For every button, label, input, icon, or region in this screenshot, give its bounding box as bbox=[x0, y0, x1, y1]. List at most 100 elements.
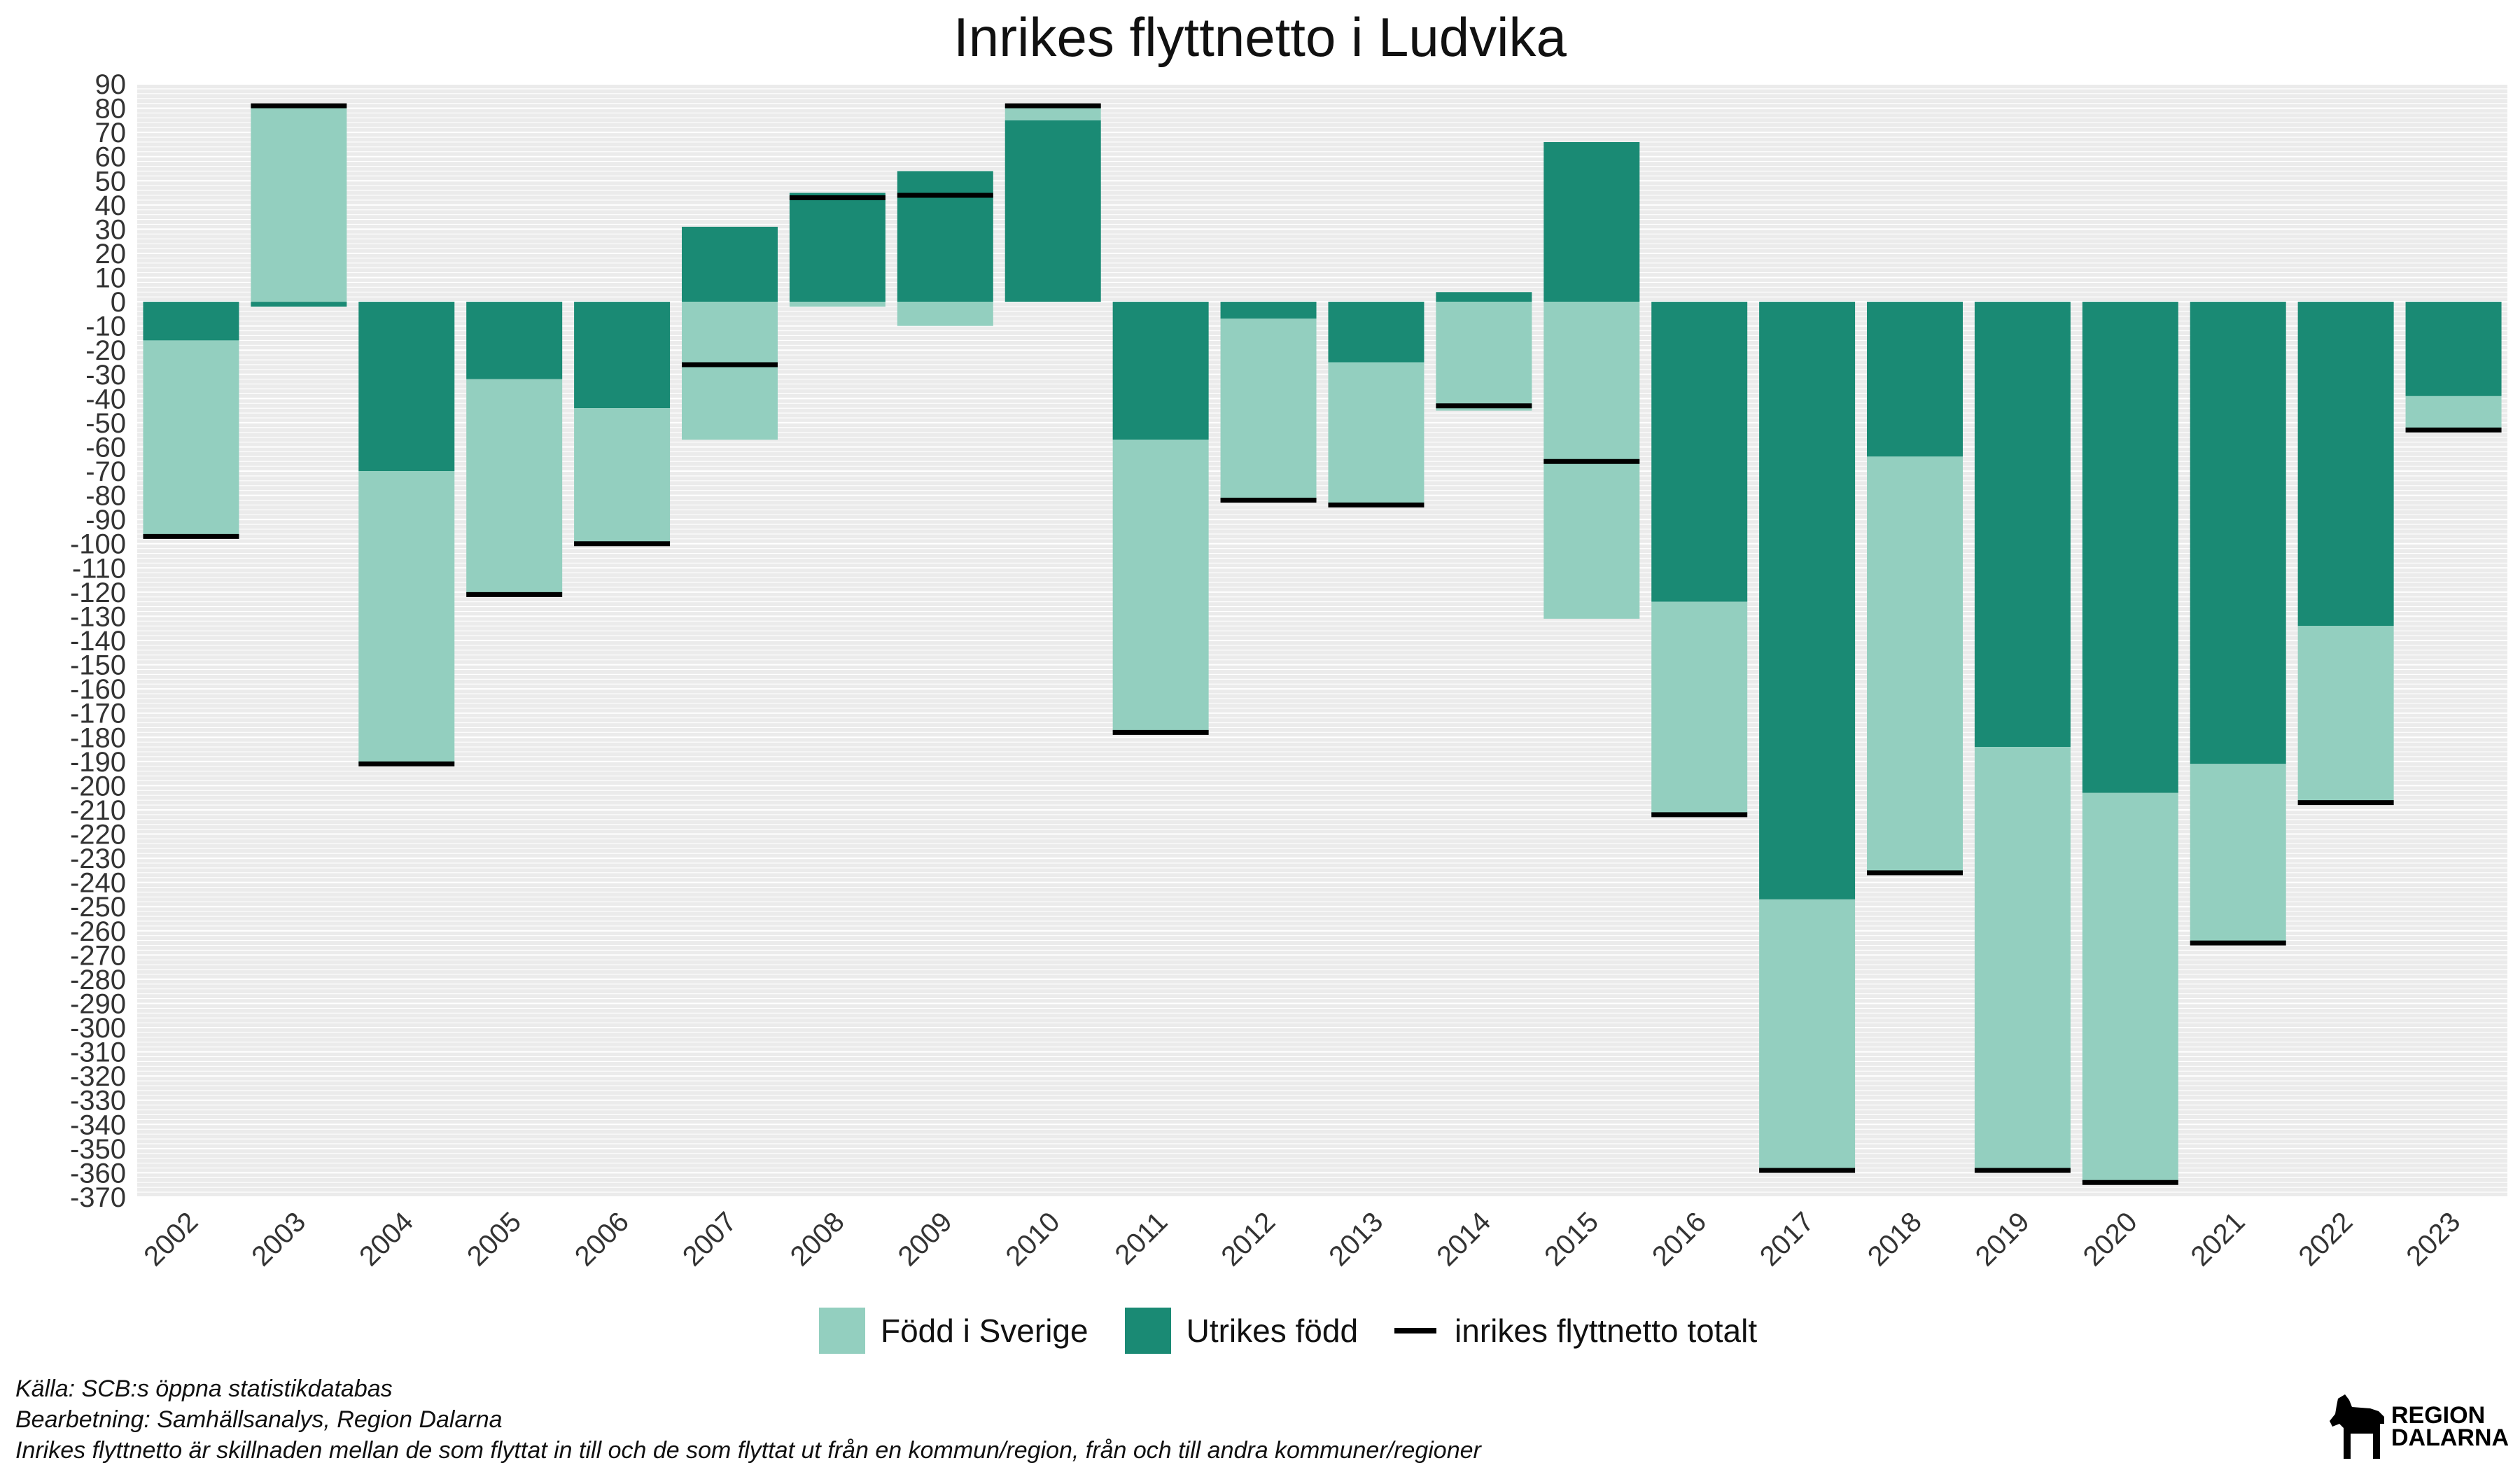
bar-fodd-i-sverige-2017 bbox=[1759, 899, 1856, 1170]
y-tick-label: 50 bbox=[95, 166, 127, 197]
bar-fodd-i-sverige-2008 bbox=[789, 302, 886, 307]
y-tick-label: -70 bbox=[85, 456, 126, 487]
bar-utrikes-fodd-2018 bbox=[1867, 302, 1963, 457]
legend-swatch-fodd-i-sverige bbox=[819, 1308, 865, 1354]
y-tick-label: -50 bbox=[85, 408, 126, 439]
bar-utrikes-fodd-2012 bbox=[1220, 302, 1317, 319]
y-tick-label: 10 bbox=[95, 263, 127, 294]
x-tick-label: 2023 bbox=[2400, 1206, 2466, 1272]
y-tick-label: -260 bbox=[70, 916, 126, 947]
bar-utrikes-fodd-2011 bbox=[1112, 302, 1209, 440]
x-tick-label: 2017 bbox=[1754, 1206, 1820, 1272]
y-tick-label: -220 bbox=[70, 820, 126, 850]
bar-utrikes-fodd-2014 bbox=[1436, 292, 1532, 302]
bar-utrikes-fodd-2017 bbox=[1759, 302, 1856, 899]
legend-label: Utrikes född bbox=[1186, 1312, 1359, 1349]
bar-fodd-i-sverige-2023 bbox=[2405, 396, 2502, 430]
y-tick-label: -360 bbox=[70, 1158, 126, 1189]
y-tick-label: 30 bbox=[95, 214, 127, 245]
x-tick-label: 2006 bbox=[569, 1206, 635, 1272]
bar-utrikes-fodd-2006 bbox=[574, 302, 671, 409]
bar-utrikes-fodd-2022 bbox=[2297, 302, 2394, 626]
x-tick-label: 2016 bbox=[1646, 1206, 1712, 1272]
y-tick-label: -150 bbox=[70, 650, 126, 681]
x-tick-label: 2019 bbox=[1970, 1206, 2036, 1272]
bar-fodd-i-sverige-2020 bbox=[2082, 792, 2178, 1183]
y-tick-label: -280 bbox=[70, 965, 126, 995]
bar-fodd-i-sverige-2014 bbox=[1436, 302, 1532, 411]
x-tick-label: 2012 bbox=[1215, 1206, 1281, 1272]
x-tick-label: 2014 bbox=[1431, 1206, 1497, 1272]
bar-utrikes-fodd-2010 bbox=[1004, 120, 1101, 302]
y-tick-label: -130 bbox=[70, 601, 126, 632]
bar-utrikes-fodd-2005 bbox=[466, 302, 563, 379]
bar-fodd-i-sverige-2012 bbox=[1220, 318, 1317, 500]
y-tick-label: 60 bbox=[95, 142, 127, 173]
bar-utrikes-fodd-2002 bbox=[143, 302, 239, 341]
bar-fodd-i-sverige-2013 bbox=[1328, 362, 1424, 505]
y-tick-label: 80 bbox=[95, 94, 127, 125]
footer: Källa: SCB:s öppna statistikdatabas Bear… bbox=[15, 1373, 1481, 1466]
y-tick-label: -270 bbox=[70, 940, 126, 971]
bar-utrikes-fodd-2009 bbox=[897, 171, 993, 302]
y-tick-label: -30 bbox=[85, 360, 126, 391]
bar-fodd-i-sverige-2016 bbox=[1651, 601, 1748, 815]
x-tick-label: 2003 bbox=[246, 1206, 312, 1272]
bar-utrikes-fodd-2008 bbox=[789, 192, 886, 302]
x-tick-label: 2021 bbox=[2185, 1206, 2251, 1272]
y-tick-label: 40 bbox=[95, 190, 127, 221]
bar-fodd-i-sverige-2018 bbox=[1867, 456, 1963, 873]
chart-title: Inrikes flyttnetto i Ludvika bbox=[953, 6, 1567, 68]
bar-fodd-i-sverige-2006 bbox=[574, 408, 671, 544]
x-tick-label: 2022 bbox=[2292, 1206, 2358, 1272]
bar-fodd-i-sverige-2022 bbox=[2297, 626, 2394, 803]
y-tick-label: 20 bbox=[95, 239, 127, 270]
y-tick-label: -40 bbox=[85, 384, 126, 414]
x-tick-label: 2007 bbox=[677, 1206, 743, 1272]
y-tick-label: -80 bbox=[85, 481, 126, 512]
x-tick-label: 2004 bbox=[354, 1206, 419, 1272]
legend-item-total: inrikes flyttnetto totalt bbox=[1394, 1312, 1757, 1350]
y-tick-label: -110 bbox=[72, 553, 126, 584]
x-tick-label: 2013 bbox=[1323, 1206, 1389, 1272]
bar-utrikes-fodd-2004 bbox=[358, 302, 455, 472]
y-tick-label: -120 bbox=[70, 578, 126, 608]
y-tick-label: 90 bbox=[95, 69, 127, 100]
x-tick-label: 2010 bbox=[1000, 1206, 1066, 1272]
bar-fodd-i-sverige-2019 bbox=[1974, 747, 2071, 1170]
bar-utrikes-fodd-2013 bbox=[1328, 302, 1424, 363]
y-tick-label: -300 bbox=[70, 1013, 126, 1044]
x-tick-label: 2008 bbox=[785, 1206, 850, 1272]
y-tick-label: -350 bbox=[70, 1134, 126, 1165]
y-tick-label: -210 bbox=[70, 795, 126, 826]
bar-fodd-i-sverige-2002 bbox=[143, 340, 239, 537]
bar-utrikes-fodd-2019 bbox=[1974, 302, 2071, 748]
bar-fodd-i-sverige-2007 bbox=[682, 302, 778, 440]
y-tick-label: -180 bbox=[70, 722, 126, 753]
legend-item-fodd-i-sverige: Född i Sverige bbox=[819, 1308, 1088, 1354]
y-tick-label: 0 bbox=[111, 287, 126, 318]
y-tick-label: -190 bbox=[70, 747, 126, 778]
x-tick-label: 2009 bbox=[892, 1206, 958, 1272]
y-tick-label: 70 bbox=[95, 118, 127, 148]
y-tick-label: -330 bbox=[70, 1086, 126, 1116]
bar-utrikes-fodd-2015 bbox=[1544, 141, 1640, 302]
legend: Född i Sverige Utrikes född inrikes flyt… bbox=[819, 1308, 1793, 1354]
y-tick-label: -320 bbox=[70, 1061, 126, 1092]
x-tick-label: 2005 bbox=[461, 1206, 527, 1272]
legend-label: inrikes flyttnetto totalt bbox=[1455, 1312, 1758, 1349]
y-tick-label: -370 bbox=[70, 1182, 126, 1213]
bar-fodd-i-sverige-2011 bbox=[1112, 440, 1209, 733]
bar-utrikes-fodd-2007 bbox=[682, 226, 778, 302]
y-tick-label: -170 bbox=[70, 699, 126, 729]
y-tick-label: -310 bbox=[70, 1037, 126, 1068]
y-tick-label: -100 bbox=[70, 529, 126, 560]
bar-utrikes-fodd-2023 bbox=[2405, 302, 2502, 396]
processing-text: Bearbetning: Samhällsanalys, Region Dala… bbox=[15, 1406, 503, 1433]
x-tick-label: 2015 bbox=[1539, 1206, 1604, 1272]
bar-fodd-i-sverige-2009 bbox=[897, 302, 993, 326]
x-tick-label: 2011 bbox=[1110, 1206, 1174, 1270]
source-text: Källa: SCB:s öppna statistikdatabas bbox=[15, 1376, 393, 1402]
logo-line1: REGION bbox=[2391, 1402, 2486, 1429]
